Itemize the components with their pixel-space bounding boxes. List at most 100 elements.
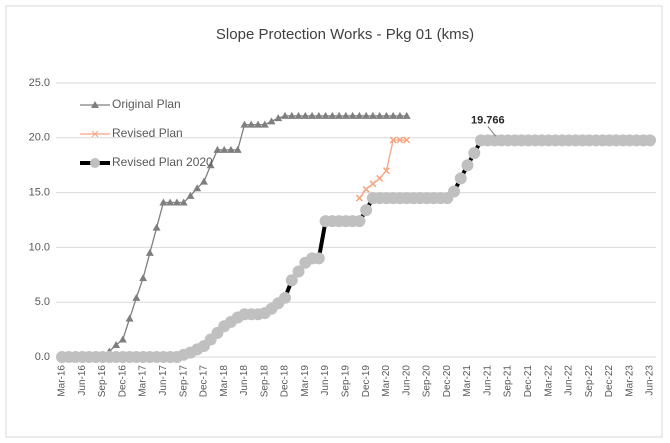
legend-label: Revised Plan 2020 [112,155,213,169]
point [172,198,181,206]
x-tick-label: Jun-22 [564,365,575,396]
point [118,335,127,343]
x-tick-label: Dec-21 [523,365,534,398]
point [281,111,290,119]
point [468,147,481,160]
point [448,185,460,198]
point [186,191,195,199]
x-tick-label: Jun-17 [158,365,169,396]
x-tick-label: Dec-17 [199,365,210,398]
point [382,111,391,119]
legend-marker [91,130,99,138]
legend-marker [91,101,99,108]
point [240,120,249,128]
point [368,111,377,119]
point [644,134,656,147]
point [369,180,377,188]
point [132,293,141,301]
x-tick-label: Dec-22 [604,365,615,398]
point [353,215,366,228]
legend-label: Revised Plan [112,126,183,140]
point [314,111,323,119]
chart-title: Slope Protection Works - Pkg 01 (kms) [216,26,474,43]
point [279,291,292,304]
point [328,111,337,119]
x-tick-label: Mar-22 [543,365,554,397]
point [206,161,215,169]
point [389,111,398,119]
point [213,145,222,153]
data-label: 19.766 [471,114,505,126]
x-tick-label: Mar-21 [462,365,473,397]
x-tick-label: Mar-19 [300,365,311,397]
x-tick-label: Mar-17 [138,365,149,397]
point [402,111,411,119]
x-tick-label: Jun-21 [482,365,493,396]
point [139,274,148,282]
x-tick-label: Dec-18 [280,365,291,398]
label-leader [487,126,497,137]
point [193,184,202,192]
x-tick-label: Sep-16 [97,365,108,398]
point [260,120,269,128]
point [254,120,262,128]
point [335,111,344,119]
point [159,198,168,206]
x-tick-label: Mar-16 [57,365,68,397]
y-tick-label: 15.0 [29,187,50,199]
x-tick-label: Jun-18 [239,365,250,396]
x-tick-label: Jun-20 [401,365,412,396]
point [226,145,235,153]
y-tick-label: 25.0 [29,77,50,89]
point [247,120,256,128]
point [287,111,296,119]
point [362,185,370,193]
point [355,194,363,202]
x-tick-label: Mar-20 [381,365,392,397]
point [166,198,175,206]
point [179,198,188,206]
legend-label: Original Plan [112,97,181,111]
point [301,111,310,119]
point [220,145,229,153]
point [389,136,397,144]
point [312,252,325,265]
x-tick-label: Dec-19 [361,365,372,398]
x-tick-label: Mar-18 [219,365,230,397]
point [355,111,364,119]
point [360,204,373,217]
point [308,111,317,119]
point [292,265,305,278]
y-tick-label: 5.0 [35,296,50,308]
x-tick-label: Jun-23 [645,365,656,396]
point [152,223,161,231]
point [376,174,384,182]
point [274,114,283,122]
point [454,172,467,185]
x-tick-label: Sep-19 [341,365,352,398]
point [267,117,276,125]
y-tick-label: 0.0 [35,351,50,363]
x-tick-label: Sep-20 [422,365,433,398]
point [348,111,357,119]
x-tick-label: Mar-23 [624,365,635,397]
y-tick-label: 10.0 [29,241,50,253]
point [403,136,411,144]
point [362,111,371,119]
x-tick-label: Sep-17 [178,365,189,398]
x-tick-label: Jun-16 [77,365,88,396]
point [112,340,121,348]
legend-marker [90,158,100,168]
x-tick-label: Sep-21 [503,365,514,398]
x-tick-label: Sep-18 [259,365,270,398]
point [125,314,134,322]
x-tick-label: Jun-19 [320,365,331,396]
point [375,111,384,119]
point [382,167,390,175]
x-tick-label: Dec-16 [117,365,128,398]
y-tick-label: 20.0 [29,132,50,144]
point [395,111,404,119]
x-tick-label: Sep-22 [584,365,595,398]
point [285,274,298,287]
